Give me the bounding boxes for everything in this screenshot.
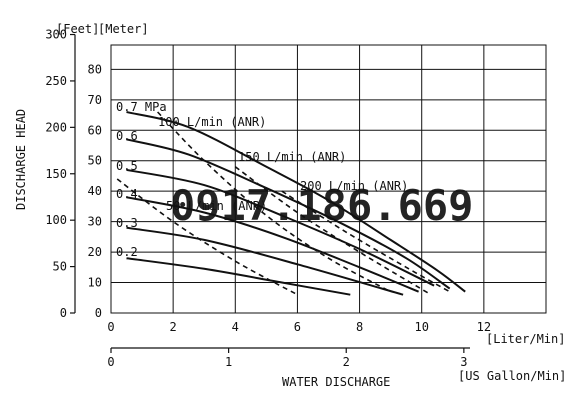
feet-tick-label: 100 [45, 213, 67, 227]
gallon-tick-label: 2 [343, 355, 350, 369]
y-axis-title: DISCHARGE HEAD [14, 109, 28, 210]
curve-label-50-lpm: 50 L/min (ANR) [166, 199, 267, 213]
feet-tick-label: 200 [45, 120, 67, 134]
gallon-tick-label: 0 [107, 355, 114, 369]
curve-0-6 [126, 138, 451, 290]
meter-unit-label: [Meter] [98, 22, 149, 36]
liter-tick-label: 4 [232, 320, 239, 334]
meter-tick-label: 20 [88, 245, 102, 259]
curve-0-2 [126, 257, 351, 296]
x-axis-title: WATER DISCHARGE [282, 375, 390, 389]
phone-number-watermark: 0917.186.669 [170, 181, 473, 230]
feet-tick-label: 250 [45, 74, 67, 88]
liter-tick-label: 10 [414, 320, 428, 334]
meter-tick-label: 30 [88, 215, 102, 229]
liter-tick-label: 2 [170, 320, 177, 334]
curve-150-l-min-anr [234, 166, 432, 296]
plot-frame [110, 44, 547, 314]
curve-label-0.7: 0.7 MPa [116, 100, 167, 114]
meter-tick-label: 70 [88, 93, 102, 107]
axes [70, 33, 470, 353]
curve-label-150-lpm: 150 L/min (ANR) [238, 150, 346, 164]
meter-tick-label: 60 [88, 123, 102, 137]
meter-tick-label: 10 [88, 276, 102, 290]
us-gallon-min-unit-label: [US Gallon/Min] [458, 369, 566, 383]
liter-tick-label: 12 [477, 320, 491, 334]
curve-200-l-min-anr [281, 190, 451, 293]
curve-50-l-min-anr [116, 178, 298, 296]
curve-label-200-lpm: 200 L/min (ANR) [300, 179, 408, 193]
curves [116, 111, 466, 296]
meter-tick-label: 0 [95, 306, 102, 320]
liter-tick-label: 8 [356, 320, 363, 334]
meter-tick-label: 40 [88, 184, 102, 198]
gallon-tick-label: 3 [460, 355, 467, 369]
curve-0-7-mpa [126, 111, 466, 293]
liter-min-unit-label: [Liter/Min] [486, 332, 565, 346]
feet-tick-label: 300 [45, 28, 67, 42]
curve-label-0.2: 0.2 [116, 245, 138, 259]
meter-tick-label: 50 [88, 154, 102, 168]
curve-100-l-min-anr [157, 111, 391, 293]
feet-unit-label: [Feet] [56, 22, 99, 36]
curve-label-0.6: 0.6 [116, 129, 138, 143]
feet-tick-label: 0 [60, 306, 67, 320]
feet-tick-label: 50 [53, 260, 67, 274]
feet-tick-label: 150 [45, 167, 67, 181]
curve-0-4 [126, 196, 419, 293]
curve-label-0.3: 0.3 [116, 216, 138, 230]
gallon-tick-label: 1 [225, 355, 232, 369]
curve-label-0.4: 0.4 [116, 187, 138, 201]
liter-tick-label: 6 [294, 320, 301, 334]
meter-tick-label: 80 [88, 62, 102, 76]
curve-label-100-lpm: 100 L/min (ANR) [158, 115, 266, 129]
curve-0-5 [126, 168, 435, 287]
curve-0-3 [126, 226, 404, 296]
curve-label-0.5: 0.5 [116, 159, 138, 173]
liter-tick-label: 0 [107, 320, 114, 334]
